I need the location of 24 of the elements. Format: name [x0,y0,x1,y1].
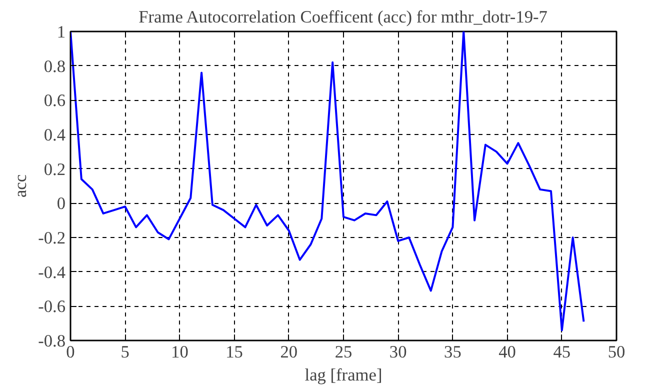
y-axis-title: acc [11,174,30,198]
x-tick-label: 20 [280,342,298,362]
x-tick-label: 10 [171,342,188,362]
y-tick-label: -0.8 [38,332,66,350]
y-tick-label: 0 [56,194,66,214]
x-tick-label: 45 [553,342,571,362]
x-tick-label: 5 [120,342,130,362]
y-tick-label: 0.2 [44,160,66,179]
x-tick-label: 30 [389,342,407,362]
y-tick-label: 0.6 [44,91,66,110]
y-tick-label: -0.4 [38,262,66,282]
x-tick-label: 50 [608,342,626,362]
x-tick-label: 40 [498,342,516,362]
x-axis-title: lag [frame] [304,366,382,384]
y-tick-label: -0.6 [38,297,66,316]
y-tick-label: -0.2 [38,228,66,248]
y-tick-label: 0.4 [44,126,66,144]
chart-title: Frame Autocorrelation Coefficent (acc) for mthr_dotr-19-7 [138,8,548,26]
x-tick-label: 35 [444,342,462,362]
line-series [70,32,585,332]
x-tick-label: 15 [226,342,243,362]
y-tick-label: 0.8 [44,56,66,76]
y-tick-label: 1 [56,22,66,42]
x-tick-label: 25 [334,342,352,362]
